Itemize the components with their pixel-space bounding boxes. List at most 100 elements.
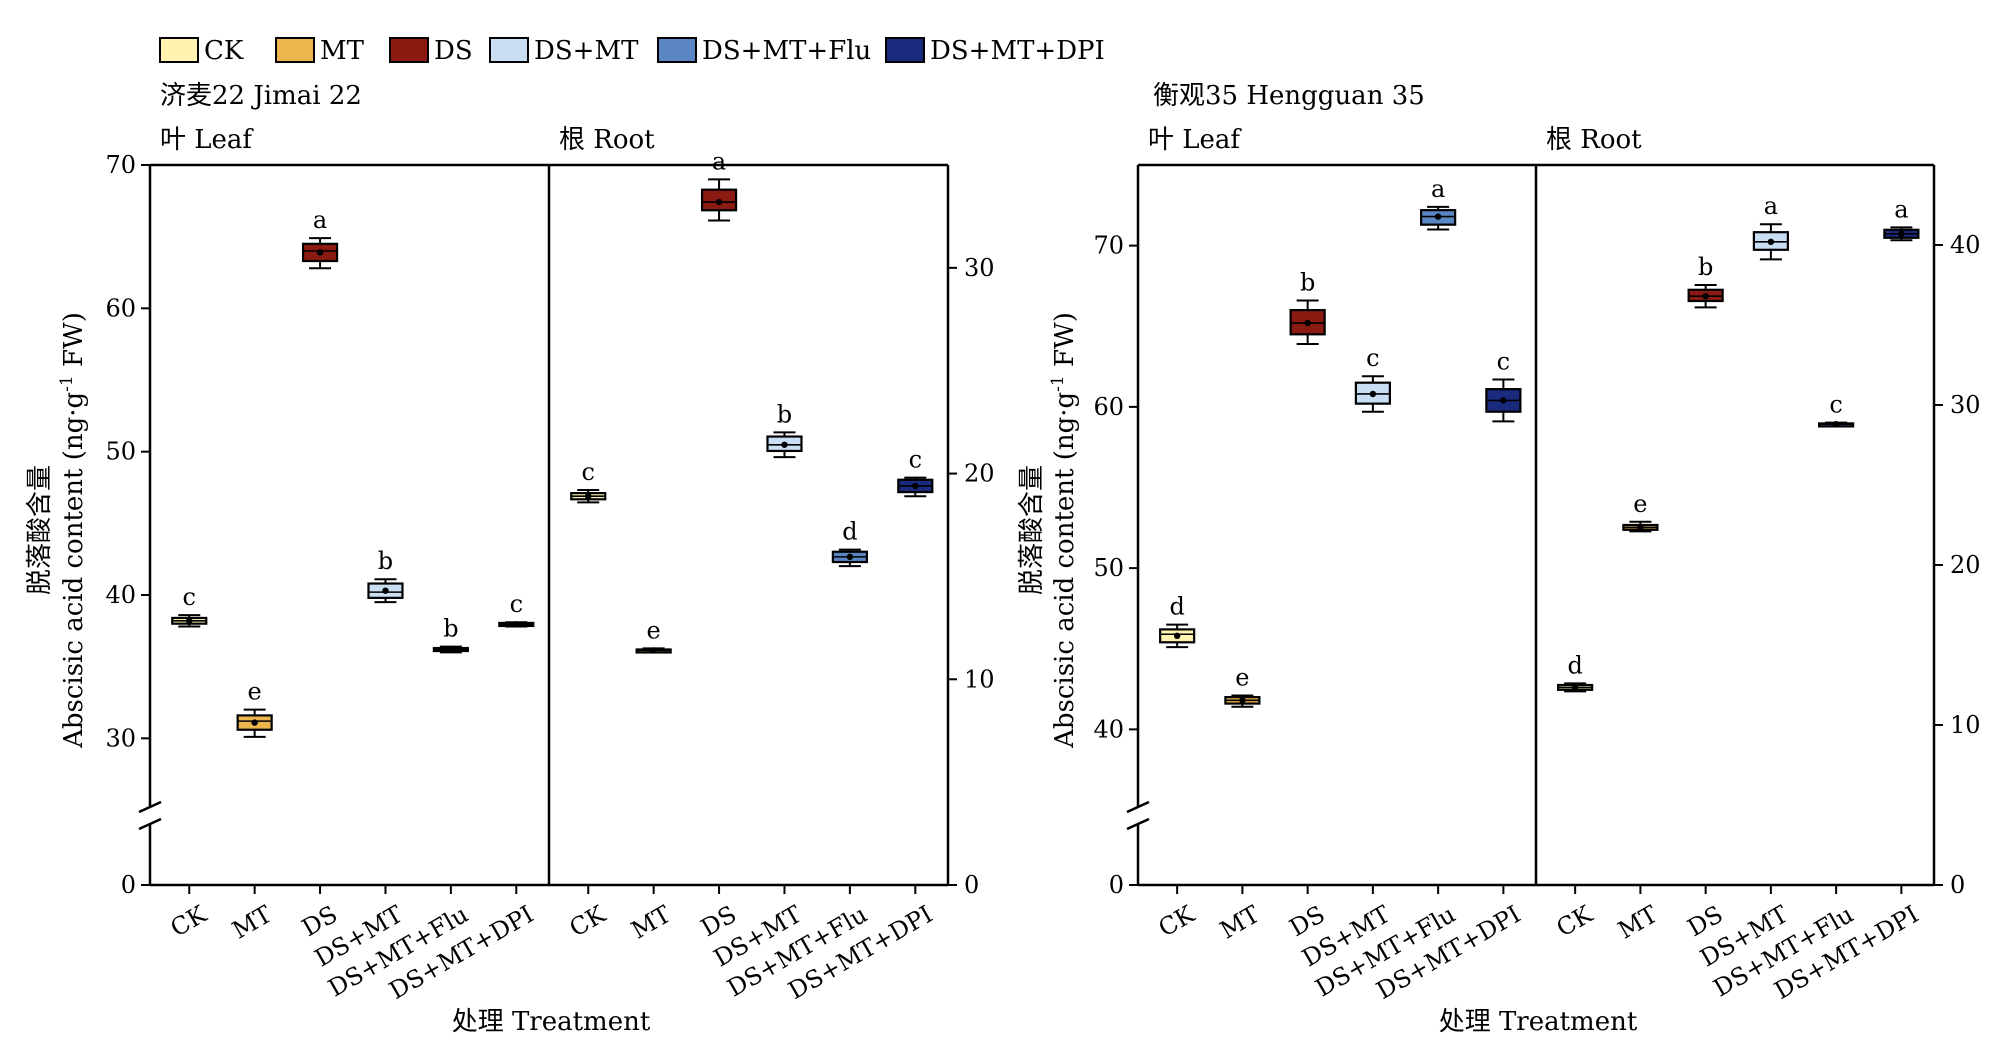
chart-jimai22: 济麦22 Jimai 22 0 30 40 50 60 70 0 10 20 30 脱落酸含量 Absc… <box>25 81 995 1037</box>
legend-label: DS <box>434 36 473 66</box>
right-tick-label: 0 <box>1950 871 1965 899</box>
right-tick-label: 10 <box>964 665 995 693</box>
box-ds-mt: a <box>1752 192 1789 261</box>
box-mt: e <box>1622 490 1659 533</box>
x-tick-label-text: CK <box>166 900 212 943</box>
significance-letter: c <box>909 446 922 474</box>
x-tick-label: CK <box>1552 900 1598 943</box>
mean-point <box>1898 230 1905 237</box>
legend-item-ds-mt-flu: DS+MT+Flu <box>657 36 871 66</box>
left-tick-label: 0 <box>1109 871 1124 899</box>
mean-point <box>513 621 520 628</box>
left-tick-label: 60 <box>1093 393 1124 421</box>
x-tick-label: CK <box>565 900 611 943</box>
ylabel-en-sup: -1 <box>1048 375 1068 392</box>
x-tick-label: MT <box>1613 900 1662 945</box>
x-tick-label-text: MT <box>627 900 676 945</box>
mean-point <box>715 198 723 206</box>
left-tick: 30 <box>105 724 150 752</box>
left-tick-label: 40 <box>105 581 136 609</box>
panel-leaf: 叶 LeafcCKeMTaDSbDS+MTbDS+MT+FlucDS+MT+DP… <box>160 125 538 1005</box>
box-ds-mt-flu: c <box>1818 391 1855 428</box>
left-tick: 70 <box>1093 232 1138 260</box>
right-tick: 0 <box>948 871 979 899</box>
mean-point <box>447 646 455 653</box>
box-ck: c <box>171 583 208 628</box>
legend-swatch <box>885 37 925 63</box>
mean-point <box>846 553 854 561</box>
mean-point <box>1304 319 1311 327</box>
box-ds: b <box>1289 268 1326 345</box>
legend-swatch <box>389 37 429 63</box>
left-tick: 0 <box>121 871 150 899</box>
box-ds-mt-flu: b <box>432 615 469 654</box>
mean-point <box>1767 238 1775 245</box>
significance-letter: e <box>1633 490 1647 518</box>
significance-letter: c <box>1366 344 1379 372</box>
axis-break-stroke <box>138 800 162 814</box>
right-tick: 40 <box>1934 231 1981 259</box>
left-tick: 60 <box>1093 393 1138 421</box>
right-tick-label: 10 <box>1950 711 1981 739</box>
right-tick: 30 <box>948 254 995 282</box>
legend-swatch <box>657 37 697 63</box>
ylabel-en-text: Abscisic acid content (ng·g-1 FW) <box>57 312 89 749</box>
x-tick-label: CK <box>166 900 212 943</box>
axis-break-stroke <box>1126 817 1150 831</box>
left-tick: 40 <box>105 581 150 609</box>
ylabel-cn: 脱落酸含量 <box>25 465 55 595</box>
axis-break-stroke <box>1126 800 1150 814</box>
cultivar-label: 衡观35 Hengguan 35 <box>1153 81 1425 111</box>
box-ds-mt-dpi: c <box>498 590 535 628</box>
legend-swatch <box>489 37 529 63</box>
box-ds-mt: b <box>766 400 803 459</box>
ylabel-en: Abscisic acid content (ng·g-1 FW) <box>1048 312 1080 749</box>
box-ck: d <box>1557 651 1594 693</box>
left-tick-label: 0 <box>121 871 136 899</box>
panel-label: 叶 Leaf <box>1148 125 1242 155</box>
mean-point <box>781 441 788 448</box>
significance-letter: e <box>248 678 262 706</box>
significance-letter: a <box>1894 195 1908 223</box>
box-mt: e <box>635 616 672 654</box>
box-ck: c <box>570 458 607 504</box>
panel-label: 叶 Leaf <box>160 125 254 155</box>
mean-point <box>912 482 919 490</box>
mean-point <box>1369 390 1377 398</box>
legend-label: MT <box>320 36 365 66</box>
left-tick-label: 30 <box>105 724 136 752</box>
mean-point <box>316 249 324 256</box>
mean-point <box>382 587 389 594</box>
significance-letter: a <box>712 147 726 175</box>
significance-letter: c <box>510 590 523 618</box>
right-tick: 20 <box>948 460 995 488</box>
ylabel-cn-text: 脱落酸含量 <box>25 465 55 595</box>
mean-point <box>1434 213 1442 220</box>
box-mt: e <box>1224 664 1261 708</box>
mean-point <box>1173 632 1181 640</box>
axis-break-mark <box>1126 800 1150 831</box>
left-tick-label: 50 <box>105 438 136 466</box>
legend-label: CK <box>204 36 244 66</box>
panel-leaf: 叶 LeafdCKeMTbDScDS+MTaDS+MT+FlucDS+MT+DP… <box>1148 125 1525 1005</box>
legend-item-ds-mt: DS+MT <box>489 36 639 66</box>
right-tick-label: 40 <box>1950 231 1981 259</box>
significance-letter: a <box>1764 192 1778 220</box>
cultivar-label: 济麦22 Jimai 22 <box>160 81 362 111</box>
left-tick-label: 40 <box>1093 715 1124 743</box>
left-tick-label: 60 <box>105 294 136 322</box>
box-ds-mt: c <box>1354 344 1391 413</box>
mean-point <box>1571 684 1579 691</box>
box-ds: b <box>1687 253 1724 309</box>
mean-point <box>1832 421 1840 428</box>
legend-label: DS+MT+DPI <box>930 36 1105 66</box>
x-tick-label-text: MT <box>228 900 277 945</box>
box-ds-mt: b <box>367 547 404 604</box>
chart-hengguan35: 衡观35 Hengguan 35 0 40 50 60 70 0 10 20 30 40 脱落酸含量 A… <box>1017 81 1981 1037</box>
significance-letter: c <box>1497 347 1510 375</box>
right-tick-label: 30 <box>1950 391 1981 419</box>
x-tick-label-text: MT <box>1215 900 1264 945</box>
significance-letter: d <box>1169 593 1184 621</box>
mean-point <box>186 617 193 624</box>
